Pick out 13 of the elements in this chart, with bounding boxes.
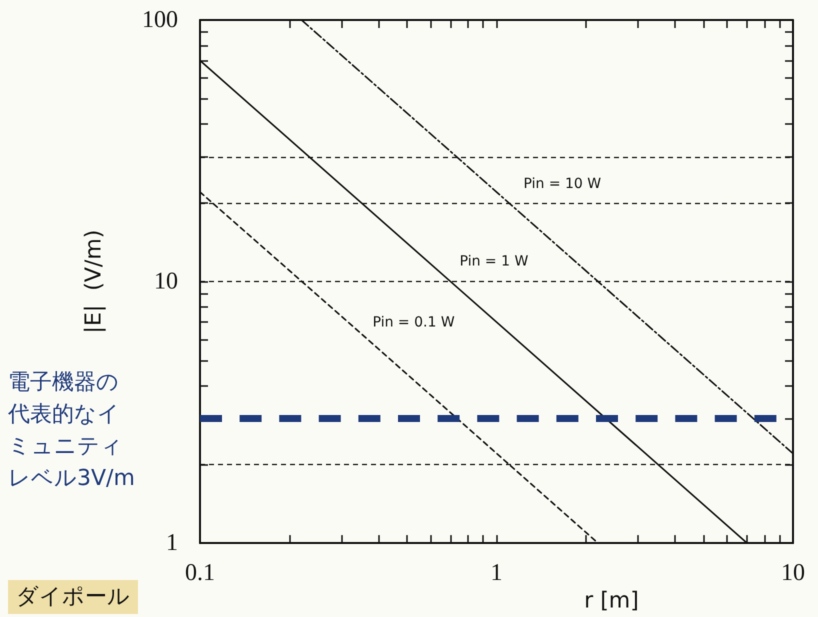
y-tick-label: 100 <box>142 7 178 33</box>
x-tick-label: 1 <box>490 560 502 586</box>
y-tick-label: 10 <box>154 268 178 295</box>
text: ダイポール <box>16 584 130 610</box>
x-axis-title: r [m] <box>584 588 639 614</box>
ref-line-label: 電子機器の代表的なイミュニティレベル3V/m <box>7 370 135 491</box>
series-label: Pin = 0.1 W <box>372 314 455 330</box>
y-tick-label: 1 <box>166 530 178 556</box>
x-tick-label: 10 <box>781 560 805 586</box>
y-axis-title: |E| (V/m) <box>82 230 106 334</box>
series-label: Pin = 1 W <box>460 254 528 270</box>
series-label: Pin = 10 W <box>524 176 602 192</box>
x-tick-label: 0.1 <box>185 560 215 586</box>
